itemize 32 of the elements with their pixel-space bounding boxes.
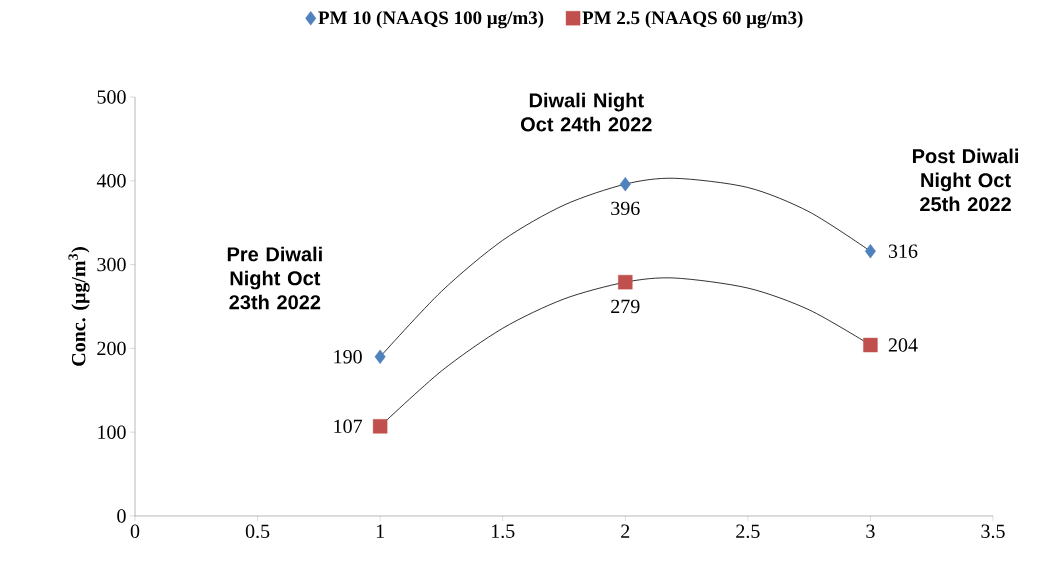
x-tick-label: 0.5 [245,524,270,539]
point [618,274,633,290]
x-tick-label: 1.5 [491,524,515,538]
y-tick-label: 200 [97,341,126,356]
x-tick-label: 3 [866,524,875,538]
y-tick-label: 500 [97,90,126,104]
data-label: 204 [888,338,918,352]
y-tick-label: 300 [97,257,126,272]
x-tick-label: 2 [621,524,630,538]
data-label: 279 [611,299,640,314]
point [864,243,876,259]
data-label: 190 [334,350,362,364]
annotation: Post Diwali Night Oct 25th 2022 [912,148,1019,212]
y-tick-label: 0 [117,509,126,523]
x-tick-label: 1 [376,524,384,538]
annotation: Diwali Night Oct 24th 2022 [520,92,652,132]
point [863,337,878,353]
data-label: 396 [611,201,640,216]
legend-label: PM 10 (NAAQS 100 μg/m3) [318,10,544,29]
point [619,176,631,192]
point [374,349,386,364]
y-tick-label: 400 [96,174,126,188]
y-tick-label: 100 [98,425,126,439]
data-label: 316 [888,244,918,258]
annotation: Pre Diwali Night Oct 23th 2022 [227,246,322,310]
x-tick-label: 3.5 [981,524,1005,539]
x-tick-label: 2.5 [736,524,760,539]
point [372,419,388,434]
data-label: 107 [334,419,363,434]
y-axis-title: Conc. (μg/m$^{3}$) [68,247,90,366]
x-tick-label: 0 [130,524,140,539]
legend-label: PM 2.5 (NAAQS 60 μg/m3) [582,10,803,29]
